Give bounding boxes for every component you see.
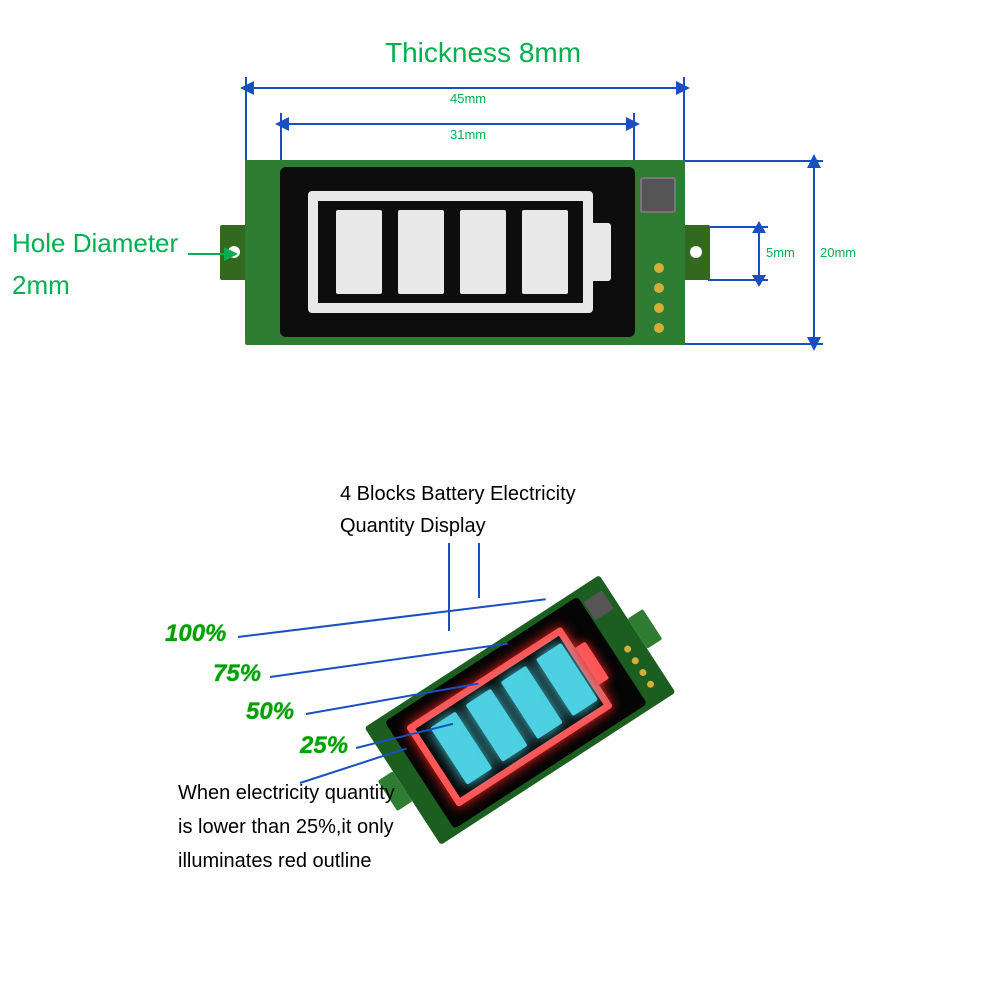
arrow-icon — [752, 221, 766, 235]
solder-pad — [654, 323, 664, 333]
dim-20mm-label: 20mm — [820, 245, 856, 260]
dim-31mm — [282, 123, 633, 125]
top-dimension-diagram: Thickness 8mm 45mm 31mm 20mm 5mm — [80, 45, 900, 425]
pct-75-label: 75% — [213, 660, 261, 688]
solder-pad — [654, 283, 664, 293]
pct-25-label: 25% — [300, 732, 348, 760]
caption-line: illuminates red outline — [178, 850, 371, 872]
thickness-label: Thickness 8mm — [385, 37, 581, 69]
arrow-icon — [752, 273, 766, 287]
arrow-icon — [807, 335, 821, 351]
arrow-icon — [275, 117, 291, 131]
caption-line: Quantity Display — [340, 515, 486, 537]
caption-line: 4 Blocks Battery Electricity — [340, 483, 576, 505]
top-caption: 4 Blocks Battery Electricity Quantity Di… — [340, 478, 576, 542]
leader-line — [448, 543, 450, 631]
arrow-icon — [224, 247, 238, 261]
battery-segment — [460, 210, 506, 294]
hole-diameter-label: Hole Diameter 2mm — [12, 223, 178, 306]
battery-segment — [336, 210, 382, 294]
battery-segment — [522, 210, 568, 294]
pct-50-label: 50% — [246, 698, 294, 726]
solder-pad — [654, 303, 664, 313]
battery-segment — [398, 210, 444, 294]
caption-line: When electricity quantity — [178, 782, 395, 804]
dim-5mm-label: 5mm — [766, 245, 795, 260]
dim-31mm-label: 31mm — [450, 127, 486, 142]
dim-45mm-label: 45mm — [450, 91, 486, 106]
hole-leader — [188, 253, 228, 255]
arrow-icon — [624, 117, 640, 131]
smd-chip — [640, 177, 676, 213]
solder-pad — [654, 263, 664, 273]
ext-line — [683, 160, 823, 162]
arrow-icon — [674, 81, 690, 95]
battery-tip-icon — [593, 223, 611, 281]
mounting-hole — [690, 246, 702, 258]
caption-line: is lower than 25%,it only — [178, 816, 394, 838]
ext-line — [683, 343, 823, 345]
pct-100-label: 100% — [165, 620, 226, 648]
low-battery-caption: When electricity quantity is lower than … — [178, 776, 395, 878]
hole-label-line2: 2mm — [12, 270, 70, 300]
arrow-icon — [240, 81, 256, 95]
dim-45mm — [247, 87, 683, 89]
hole-label-line1: Hole Diameter — [12, 228, 178, 258]
arrow-icon — [807, 154, 821, 170]
dim-20mm — [813, 162, 815, 343]
leader-line — [478, 543, 480, 598]
dim-5mm — [758, 228, 760, 279]
